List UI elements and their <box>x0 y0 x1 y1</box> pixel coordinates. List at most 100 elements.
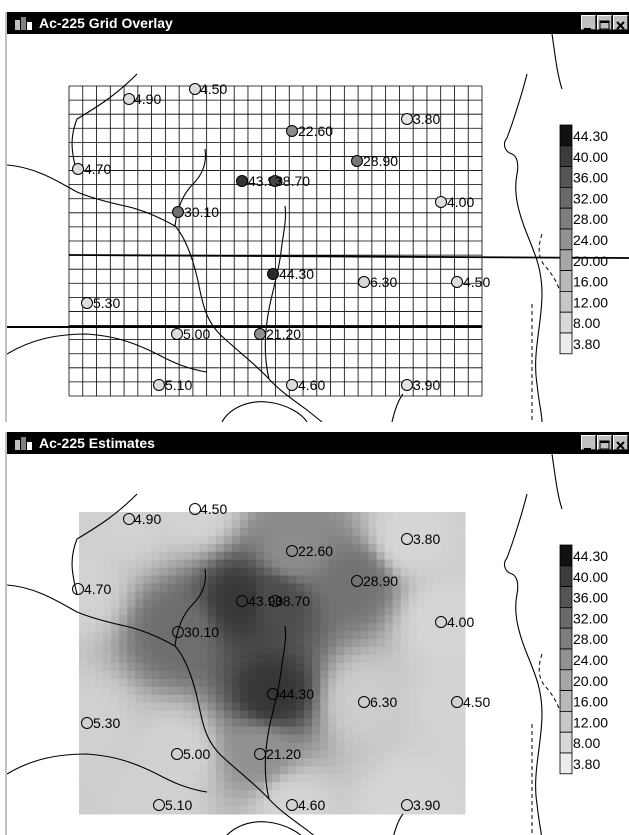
estimate-cell <box>151 750 160 759</box>
estimate-cell <box>416 551 426 561</box>
estimate-cell <box>247 726 257 736</box>
sample-label: 30.10 <box>184 204 219 220</box>
estimate-cell <box>312 758 321 767</box>
grid-overlay-titlebar[interactable]: Ac-225 Grid Overlay <box>7 12 629 34</box>
estimate-cell <box>119 599 128 608</box>
estimate-cell <box>79 655 88 664</box>
estimate-cell <box>231 734 241 743</box>
estimate-cell <box>272 663 281 672</box>
estimate-cell <box>231 527 241 537</box>
estimate-cell <box>263 623 273 632</box>
estimate-cell <box>143 591 152 600</box>
estimate-cell <box>336 575 345 585</box>
estimate-cell <box>119 726 128 736</box>
legend-label: 40.00 <box>573 569 608 585</box>
estimates-titlebar[interactable]: Ac-225 Estimates <box>7 432 629 454</box>
estimate-cell <box>191 543 201 553</box>
estimate-cell <box>79 527 88 537</box>
sample-point <box>153 379 165 391</box>
estimate-cell <box>143 535 152 545</box>
estimate-cell <box>127 718 136 728</box>
estimate-cell <box>95 710 104 720</box>
estimate-cell <box>87 551 96 561</box>
estimate-cell <box>167 543 176 553</box>
sample-point <box>351 575 363 587</box>
estimate-cell <box>151 663 160 672</box>
estimate-cell <box>424 726 434 736</box>
estimate-cell <box>344 639 353 648</box>
estimate-cell <box>183 686 193 696</box>
minimize-button[interactable] <box>581 435 596 450</box>
estimate-cell <box>312 718 321 728</box>
estimate-cell <box>448 535 458 545</box>
maximize-button[interactable] <box>597 15 612 30</box>
sample-label: 4.70 <box>84 581 111 597</box>
grid-overlay-title: Ac-225 Grid Overlay <box>39 15 173 31</box>
estimate-cell <box>296 559 305 569</box>
estimate-cell <box>167 678 176 688</box>
analysis-grid <box>68 85 483 397</box>
estimate-cell <box>296 655 305 664</box>
estimate-cell <box>288 750 297 759</box>
estimate-cell <box>231 702 241 712</box>
estimate-cell <box>119 631 128 640</box>
estimate-cell <box>352 694 361 704</box>
estimate-cell <box>272 750 281 759</box>
close-button[interactable] <box>613 435 628 450</box>
sample-point <box>351 155 363 167</box>
estimate-cell <box>400 750 410 759</box>
estimate-cell <box>384 655 394 664</box>
estimate-cell <box>215 512 225 521</box>
estimate-cell <box>456 615 466 624</box>
river-line <box>174 645 315 835</box>
estimate-cell <box>191 734 201 743</box>
river-line <box>221 401 308 422</box>
estimate-cell <box>119 623 128 632</box>
estimate-cell <box>199 551 209 561</box>
estimate-cell <box>79 710 88 720</box>
estimate-cell <box>239 718 249 728</box>
estimate-cell <box>183 766 193 775</box>
maximize-button[interactable] <box>597 435 612 450</box>
estimate-cell <box>312 798 321 807</box>
estimate-cell <box>392 591 402 600</box>
estimate-cell <box>183 583 193 592</box>
estimate-cell <box>199 567 209 577</box>
minimize-button[interactable] <box>581 15 596 30</box>
estimate-cell <box>127 567 136 577</box>
estimate-cell <box>191 694 201 704</box>
estimate-cell <box>167 535 176 545</box>
estimate-cell <box>167 663 176 672</box>
sample-point <box>189 83 201 95</box>
estimate-cell <box>199 575 209 585</box>
estimate-cell <box>408 678 418 688</box>
estimate-cell <box>103 599 112 608</box>
estimate-cell <box>456 519 466 529</box>
estimate-cell <box>368 734 378 743</box>
estimate-cell <box>167 599 176 608</box>
estimate-cell <box>223 519 233 529</box>
estimate-cell <box>135 718 144 728</box>
estimate-cell <box>111 519 120 529</box>
estimate-cell <box>448 631 458 640</box>
estimate-cell <box>167 774 176 783</box>
close-button[interactable] <box>613 15 628 30</box>
estimate-cell <box>255 583 265 592</box>
estimate-cell <box>416 670 426 680</box>
estimate-cell <box>312 726 321 736</box>
estimate-cell <box>263 583 273 592</box>
estimate-cell <box>159 702 168 712</box>
estimate-cell <box>263 535 273 545</box>
legend-label: 8.00 <box>573 735 600 751</box>
estimate-cell <box>223 639 233 648</box>
estimate-cell <box>280 750 289 759</box>
estimate-cell <box>215 647 225 656</box>
estimate-cell <box>159 623 168 632</box>
estimate-cell <box>376 758 386 767</box>
estimate-cell <box>183 599 193 608</box>
estimate-cell <box>215 734 225 743</box>
estimate-cell <box>119 519 128 529</box>
estimate-cell <box>79 647 88 656</box>
